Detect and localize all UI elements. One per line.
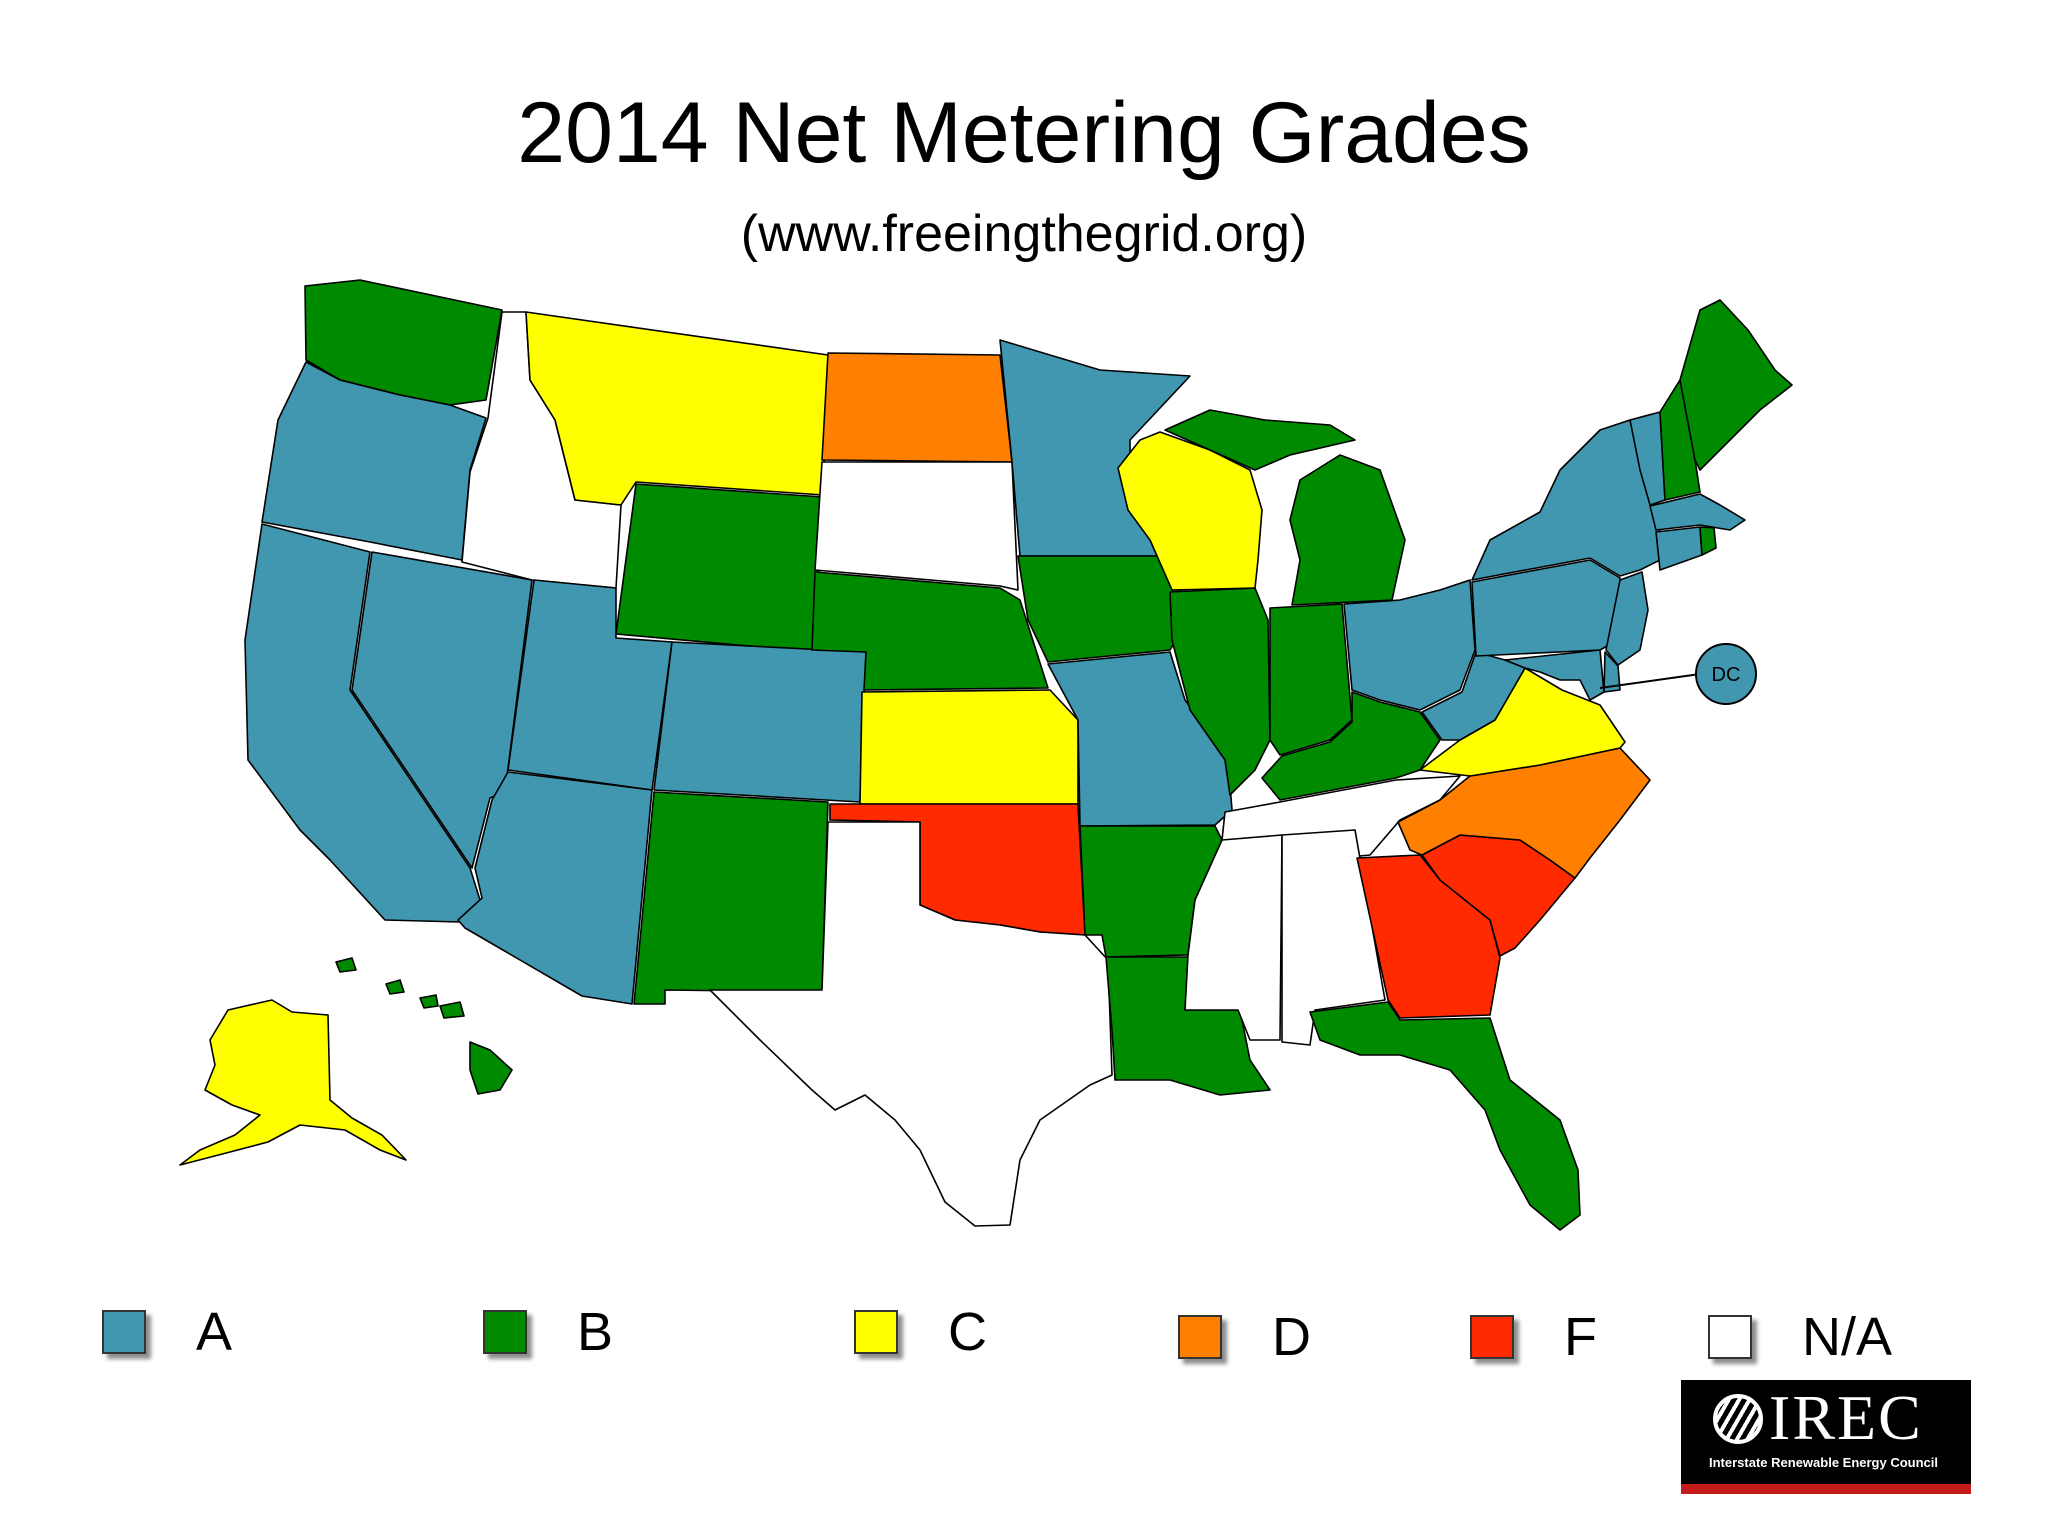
irec-logo: IREC Interstate Renewable Energy Council [1681, 1380, 1971, 1494]
state-ky[interactable] [1261, 691, 1441, 801]
state-in[interactable] [1269, 603, 1353, 756]
state-tx[interactable] [709, 821, 1113, 1227]
legend-swatch-a [102, 1310, 146, 1354]
state-ma[interactable] [1649, 493, 1746, 531]
state-ct[interactable] [1655, 526, 1703, 571]
legend-label-d: D [1272, 1307, 1311, 1367]
legend-item-a: A [102, 1305, 232, 1359]
state-fl[interactable] [1309, 1001, 1581, 1231]
state-md[interactable] [1504, 649, 1605, 701]
state-ca[interactable] [244, 523, 481, 923]
state-mt[interactable] [525, 311, 829, 506]
legend-swatch-b [483, 1310, 527, 1354]
irec-globe-icon [1713, 1394, 1763, 1444]
state-ne[interactable] [811, 571, 1049, 691]
legend-item-na: N/A [1708, 1310, 1892, 1364]
legend-label-c: C [948, 1302, 987, 1362]
legend-item-b: B [483, 1305, 613, 1359]
dc-callout-label: DC [1712, 664, 1741, 686]
state-de[interactable] [1603, 651, 1621, 693]
state-nh[interactable] [1659, 379, 1701, 501]
legend-item-d: D [1178, 1310, 1311, 1364]
legend-swatch-na [1708, 1315, 1752, 1359]
state-az[interactable] [457, 771, 653, 1005]
state-ga[interactable] [1356, 854, 1501, 1019]
state-al[interactable] [1281, 829, 1386, 1046]
state-me[interactable] [1679, 299, 1793, 471]
legend-label-f: F [1564, 1307, 1597, 1367]
map-subtitle: (www.freeingthegrid.org) [740, 205, 1308, 263]
state-nm[interactable] [633, 791, 829, 1005]
state-hi[interactable] [335, 957, 513, 1095]
irec-logo-tagline: Interstate Renewable Energy Council [1709, 1455, 1939, 1470]
state-ak[interactable] [179, 999, 407, 1166]
state-wi[interactable] [1117, 431, 1263, 591]
legend-swatch-c [854, 1310, 898, 1354]
legend-item-c: C [854, 1305, 987, 1359]
state-sd[interactable] [814, 461, 1019, 591]
dc-callout-line [1599, 673, 1701, 689]
state-ri[interactable] [1699, 526, 1717, 556]
state-oh[interactable] [1343, 579, 1476, 711]
legend-swatch-d [1178, 1315, 1222, 1359]
state-nj[interactable] [1605, 571, 1649, 666]
dc-callout-circle[interactable] [1695, 643, 1757, 705]
state-il[interactable] [1169, 587, 1271, 796]
legend-label-b: B [577, 1302, 614, 1362]
state-nd[interactable] [821, 352, 1013, 463]
state-co[interactable] [653, 641, 867, 803]
state-vt[interactable] [1629, 411, 1666, 506]
state-wy[interactable] [615, 483, 824, 653]
legend-item-f: F [1470, 1310, 1597, 1364]
state-ks[interactable] [859, 689, 1079, 805]
legend-label-na: N/A [1802, 1307, 1893, 1367]
state-ny[interactable] [1471, 419, 1661, 581]
irec-logo-name: IREC [1769, 1382, 1923, 1453]
legend-swatch-f [1470, 1315, 1514, 1359]
map-title: 2014 Net Metering Grades [517, 85, 1531, 181]
legend-label-a: A [196, 1302, 233, 1362]
